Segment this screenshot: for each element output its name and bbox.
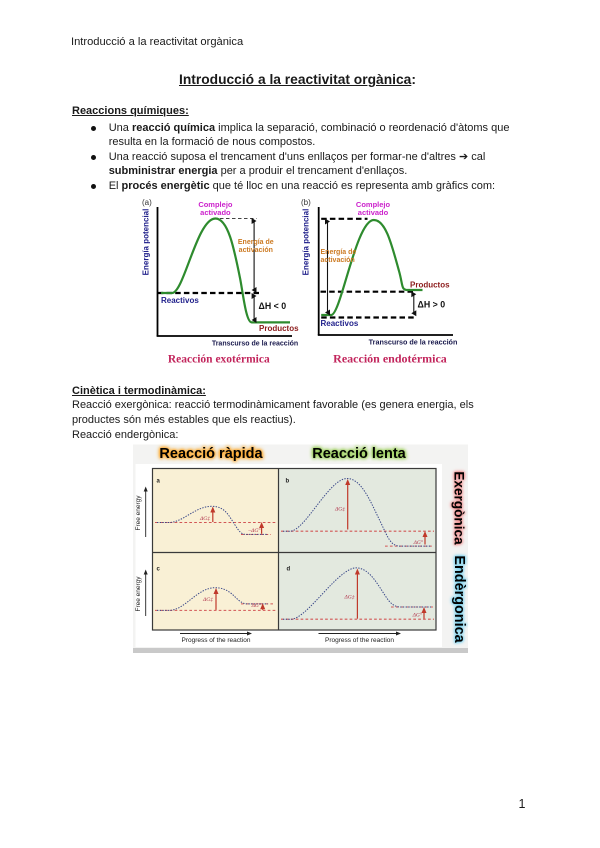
svg-text:Productos: Productos bbox=[410, 281, 450, 290]
svg-text:Complejo: Complejo bbox=[356, 200, 391, 209]
svg-text:c: c bbox=[157, 567, 161, 573]
svg-text:ΔG‡: ΔG‡ bbox=[199, 516, 210, 522]
svg-text:ΔG°: ΔG° bbox=[251, 602, 262, 609]
svg-text:Free energy: Free energy bbox=[135, 495, 142, 531]
svg-text:Energía de: Energía de bbox=[238, 239, 274, 246]
svg-text:Transcurso de la reacción: Transcurso de la reacción bbox=[212, 341, 298, 348]
svg-text:ΔG°: ΔG° bbox=[412, 612, 423, 619]
svg-text:ΔG‡: ΔG‡ bbox=[344, 595, 355, 601]
svg-text:Energía potencial: Energía potencial bbox=[302, 209, 311, 276]
svg-text:d: d bbox=[287, 567, 291, 573]
svg-text:(a): (a) bbox=[142, 198, 152, 207]
svg-text:activado: activado bbox=[200, 208, 231, 217]
svg-text:b: b bbox=[286, 479, 290, 485]
svg-text:Energía de: Energía de bbox=[321, 249, 357, 256]
svg-text:a: a bbox=[157, 479, 161, 485]
svg-text:Reacción endotérmica: Reacción endotérmica bbox=[333, 352, 447, 366]
svg-text:activación: activación bbox=[321, 257, 355, 264]
svg-text:Progress of the reaction: Progress of the reaction bbox=[181, 637, 250, 644]
svg-text:Productos: Productos bbox=[259, 324, 299, 333]
svg-text:ΔG°: ΔG° bbox=[413, 539, 424, 546]
svg-text:–ΔG°: –ΔG° bbox=[247, 527, 261, 534]
svg-text:Reactivos: Reactivos bbox=[161, 296, 199, 305]
svg-text:Energía potencial: Energía potencial bbox=[142, 209, 151, 276]
svg-text:activado: activado bbox=[358, 208, 389, 217]
svg-text:ΔH > 0: ΔH > 0 bbox=[418, 300, 446, 310]
svg-text:Reactivos: Reactivos bbox=[321, 319, 359, 328]
svg-text:ΔG‡: ΔG‡ bbox=[202, 597, 213, 603]
svg-text:Complejo: Complejo bbox=[198, 200, 233, 209]
svg-text:Reacción exotérmica: Reacción exotérmica bbox=[168, 354, 270, 366]
svg-text:(b): (b) bbox=[301, 198, 311, 207]
svg-text:ΔG‡: ΔG‡ bbox=[334, 507, 345, 513]
svg-text:activación: activación bbox=[239, 247, 273, 254]
svg-text:Progress of the reaction: Progress of the reaction bbox=[325, 637, 394, 644]
svg-text:Transcurso de la reacción: Transcurso de la reacción bbox=[369, 338, 458, 347]
svg-text:ΔH < 0: ΔH < 0 bbox=[259, 301, 287, 311]
svg-text:Free energy: Free energy bbox=[135, 576, 142, 612]
